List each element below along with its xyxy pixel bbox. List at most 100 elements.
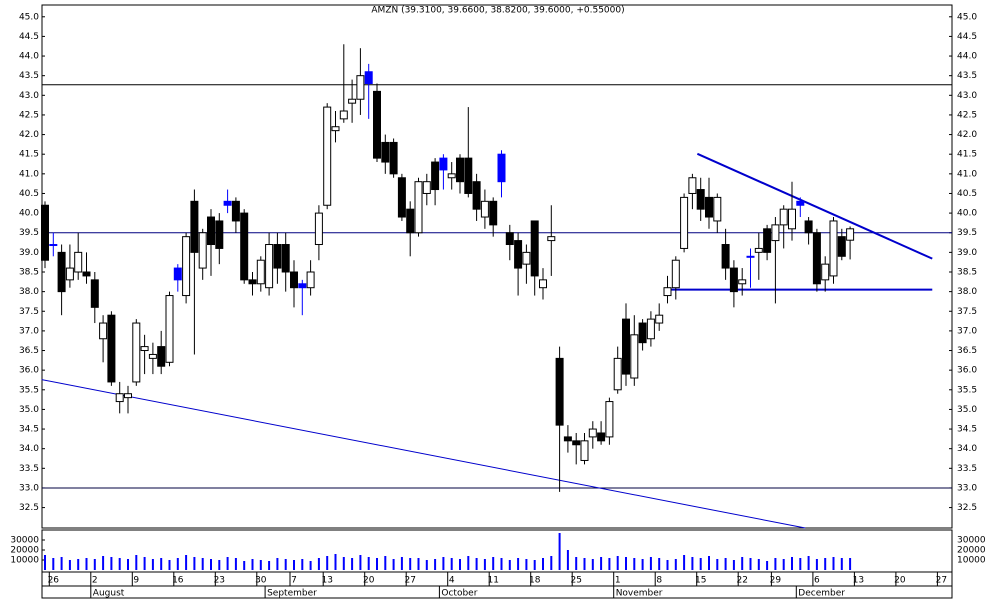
candle-body bbox=[846, 228, 855, 241]
volume-bar bbox=[732, 560, 735, 570]
volume-bar bbox=[226, 557, 229, 570]
volume-bar bbox=[284, 559, 287, 570]
volume-bar bbox=[151, 559, 154, 570]
x-tick-label: 15 bbox=[695, 576, 706, 586]
y-tick-label-right: 41.5 bbox=[957, 150, 977, 160]
candle-body bbox=[422, 181, 431, 194]
candle-body bbox=[812, 232, 821, 285]
candle-body bbox=[414, 181, 423, 234]
volume-bar bbox=[168, 560, 171, 570]
candle-body bbox=[580, 440, 589, 461]
volume-bar bbox=[467, 556, 470, 570]
x-tick-label: 2 bbox=[92, 576, 98, 586]
y-tick-label-right: 35.5 bbox=[957, 385, 977, 395]
candle-body bbox=[505, 232, 514, 246]
volume-tick-label-right: 20000 bbox=[957, 546, 986, 556]
candle-body bbox=[215, 220, 224, 249]
x-tick-label: 13 bbox=[321, 576, 332, 586]
candle-body bbox=[779, 208, 788, 226]
volume-bar bbox=[666, 560, 669, 570]
candle-body bbox=[173, 267, 182, 281]
candle-body bbox=[746, 255, 755, 258]
volume-bar bbox=[68, 560, 71, 570]
candle-body bbox=[472, 181, 481, 210]
candle-body bbox=[49, 244, 58, 247]
candle-body bbox=[796, 200, 805, 206]
y-tick-label: 37.5 bbox=[19, 307, 39, 317]
y-tick-label-right: 44.5 bbox=[957, 32, 977, 42]
volume-bar bbox=[44, 555, 46, 570]
volume-bar bbox=[550, 556, 553, 570]
y-tick-label: 35.5 bbox=[19, 385, 39, 395]
volume-tick-label-right: 10000 bbox=[957, 556, 986, 566]
volume-bar bbox=[210, 559, 212, 570]
candle-body bbox=[165, 295, 174, 363]
volume-bar bbox=[766, 561, 769, 570]
y-tick-label: 42.5 bbox=[19, 110, 39, 120]
volume-bar bbox=[583, 558, 586, 570]
trendline bbox=[696, 152, 933, 260]
volume-bar bbox=[243, 561, 246, 570]
candle-body bbox=[605, 401, 614, 438]
candle-body bbox=[456, 157, 464, 183]
volume-bar bbox=[791, 557, 793, 570]
volume-bar bbox=[716, 559, 719, 570]
volume-bar bbox=[234, 558, 237, 570]
y-tick-label-right: 33.0 bbox=[957, 483, 977, 493]
candle-body bbox=[190, 200, 199, 253]
volume-bar bbox=[542, 558, 544, 570]
volume-bar bbox=[77, 559, 80, 570]
y-tick-label-right: 42.5 bbox=[957, 110, 977, 120]
y-tick-label: 43.0 bbox=[19, 91, 39, 101]
x-tick-label: 26 bbox=[48, 576, 60, 586]
y-tick-label-right: 35.0 bbox=[957, 405, 977, 415]
candle-body bbox=[397, 177, 406, 218]
volume-bar bbox=[807, 556, 810, 570]
candle-body bbox=[140, 346, 149, 352]
candle-body bbox=[148, 353, 157, 359]
candle-body bbox=[273, 244, 282, 269]
candle-body bbox=[265, 244, 274, 289]
candle-body bbox=[713, 196, 722, 222]
x-tick-label: 27 bbox=[936, 576, 947, 586]
volume-bar bbox=[616, 556, 619, 570]
volume-tick-label: 30000 bbox=[10, 536, 39, 546]
volume-bar bbox=[508, 560, 511, 570]
x-tick-label: 7 bbox=[291, 576, 297, 586]
volume-bar bbox=[201, 558, 204, 570]
volume-bar bbox=[475, 558, 478, 570]
candle-body bbox=[281, 244, 290, 273]
candle-body bbox=[613, 357, 622, 391]
x-tick-label: 13 bbox=[853, 576, 864, 586]
candle-body bbox=[622, 318, 630, 375]
y-tick-label: 36.0 bbox=[19, 366, 39, 376]
candle-body bbox=[306, 271, 315, 289]
x-tick-label: 18 bbox=[529, 576, 541, 586]
volume-tick-label-right: 30000 bbox=[957, 536, 986, 546]
candle-body bbox=[99, 322, 108, 340]
price-panel bbox=[41, 4, 953, 529]
candle-body bbox=[837, 236, 846, 257]
candle-body bbox=[132, 322, 141, 383]
y-tick-label: 33.5 bbox=[19, 464, 39, 474]
y-tick-label: 36.5 bbox=[19, 346, 39, 356]
volume-bar bbox=[782, 559, 785, 570]
y-tick-label-right: 37.5 bbox=[957, 307, 977, 317]
volume-bar bbox=[251, 559, 254, 570]
month-label: September bbox=[267, 589, 317, 599]
volume-bar bbox=[135, 555, 138, 570]
candle-body bbox=[763, 228, 772, 253]
y-tick-label-right: 43.0 bbox=[957, 91, 977, 101]
y-tick-label: 39.0 bbox=[19, 248, 39, 258]
volume-bar bbox=[425, 560, 428, 570]
chart-title: AMZN (39.3100, 39.6600, 38.8200, 39.6000… bbox=[371, 6, 624, 16]
candle-body bbox=[339, 110, 348, 120]
candle-body bbox=[754, 247, 763, 253]
volume-bar bbox=[483, 559, 486, 570]
candle-body bbox=[721, 244, 730, 269]
candle-body bbox=[314, 212, 323, 246]
volume-bar bbox=[193, 557, 196, 570]
month-label: November bbox=[616, 589, 663, 599]
volume-bar bbox=[127, 559, 129, 570]
